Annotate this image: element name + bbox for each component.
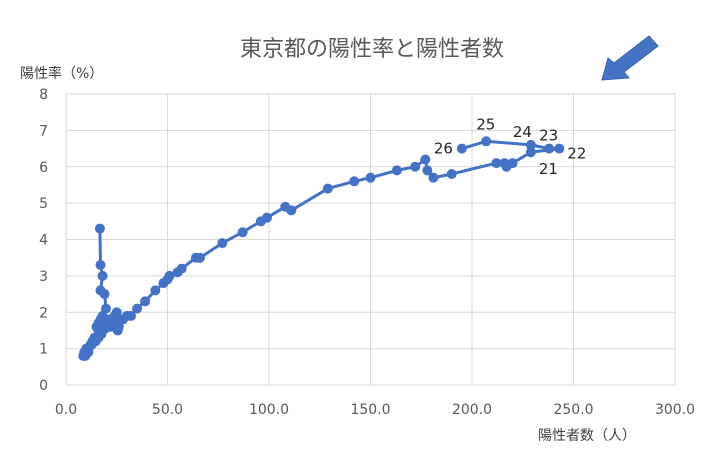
data-point — [176, 263, 187, 274]
x-tick-label: 0.0 — [55, 402, 77, 418]
data-point — [125, 310, 136, 321]
data-point — [544, 143, 555, 154]
arrow-annotation-icon — [601, 35, 659, 81]
point-label: 21 — [539, 160, 558, 178]
data-point — [132, 303, 143, 314]
data-point — [525, 147, 536, 158]
data-point — [554, 143, 565, 154]
y-tick-label: 6 — [39, 160, 48, 176]
point-label: 23 — [539, 127, 558, 145]
y-tick-label: 7 — [39, 123, 48, 139]
y-tick-label: 3 — [39, 269, 48, 285]
data-point — [94, 223, 105, 234]
data-point — [456, 143, 467, 154]
data-point — [92, 321, 103, 332]
data-point — [217, 238, 228, 249]
x-tick-label: 250.0 — [553, 402, 593, 418]
data-point — [95, 259, 106, 270]
x-tick-label: 100.0 — [249, 402, 289, 418]
data-point — [261, 212, 272, 223]
x-tick-label: 300.0 — [655, 402, 695, 418]
x-tick-label: 150.0 — [350, 402, 390, 418]
data-point — [422, 165, 433, 176]
y-tick-label: 0 — [39, 378, 48, 394]
data-point — [237, 227, 248, 238]
data-point — [164, 270, 175, 281]
data-series — [78, 136, 565, 361]
chart-title: 東京都の陽性率と陽性者数 — [240, 37, 504, 62]
data-point — [140, 296, 151, 307]
data-point — [150, 285, 161, 296]
y-tick-label: 8 — [39, 87, 48, 103]
y-axis-ticks: 0 1 2 3 4 5 6 7 8 — [39, 87, 48, 394]
data-point — [286, 205, 297, 216]
y-tick-label: 5 — [39, 196, 48, 212]
data-point — [97, 270, 108, 281]
x-axis-title: 陽性者数（人） — [538, 428, 636, 444]
data-point — [420, 154, 431, 165]
x-tick-label: 200.0 — [452, 402, 492, 418]
data-point — [93, 332, 104, 343]
point-label: 24 — [513, 123, 532, 141]
y-tick-label: 1 — [39, 342, 48, 358]
series-line — [81, 139, 561, 358]
data-point — [410, 161, 421, 172]
data-point — [194, 252, 205, 263]
y-axis-title: 陽性率（%） — [20, 65, 103, 82]
data-point — [491, 158, 502, 169]
x-tick-label: 50.0 — [152, 402, 183, 418]
point-label: 25 — [476, 115, 495, 133]
point-labels: 21 22 23 24 25 26 — [434, 115, 587, 178]
data-point — [428, 172, 439, 183]
data-point — [481, 136, 492, 147]
point-label: 26 — [434, 140, 453, 158]
data-point — [446, 169, 457, 180]
point-label: 22 — [567, 145, 586, 163]
y-tick-label: 2 — [39, 305, 48, 321]
y-tick-label: 4 — [39, 233, 48, 249]
data-point — [99, 289, 110, 300]
data-point — [507, 158, 518, 169]
data-point — [349, 176, 360, 187]
gridlines — [65, 93, 676, 386]
data-point — [322, 183, 333, 194]
data-point — [391, 165, 402, 176]
x-axis-ticks: 0.0 50.0 100.0 150.0 200.0 250.0 300.0 — [55, 402, 695, 418]
data-point — [525, 139, 536, 150]
data-point — [365, 172, 376, 183]
